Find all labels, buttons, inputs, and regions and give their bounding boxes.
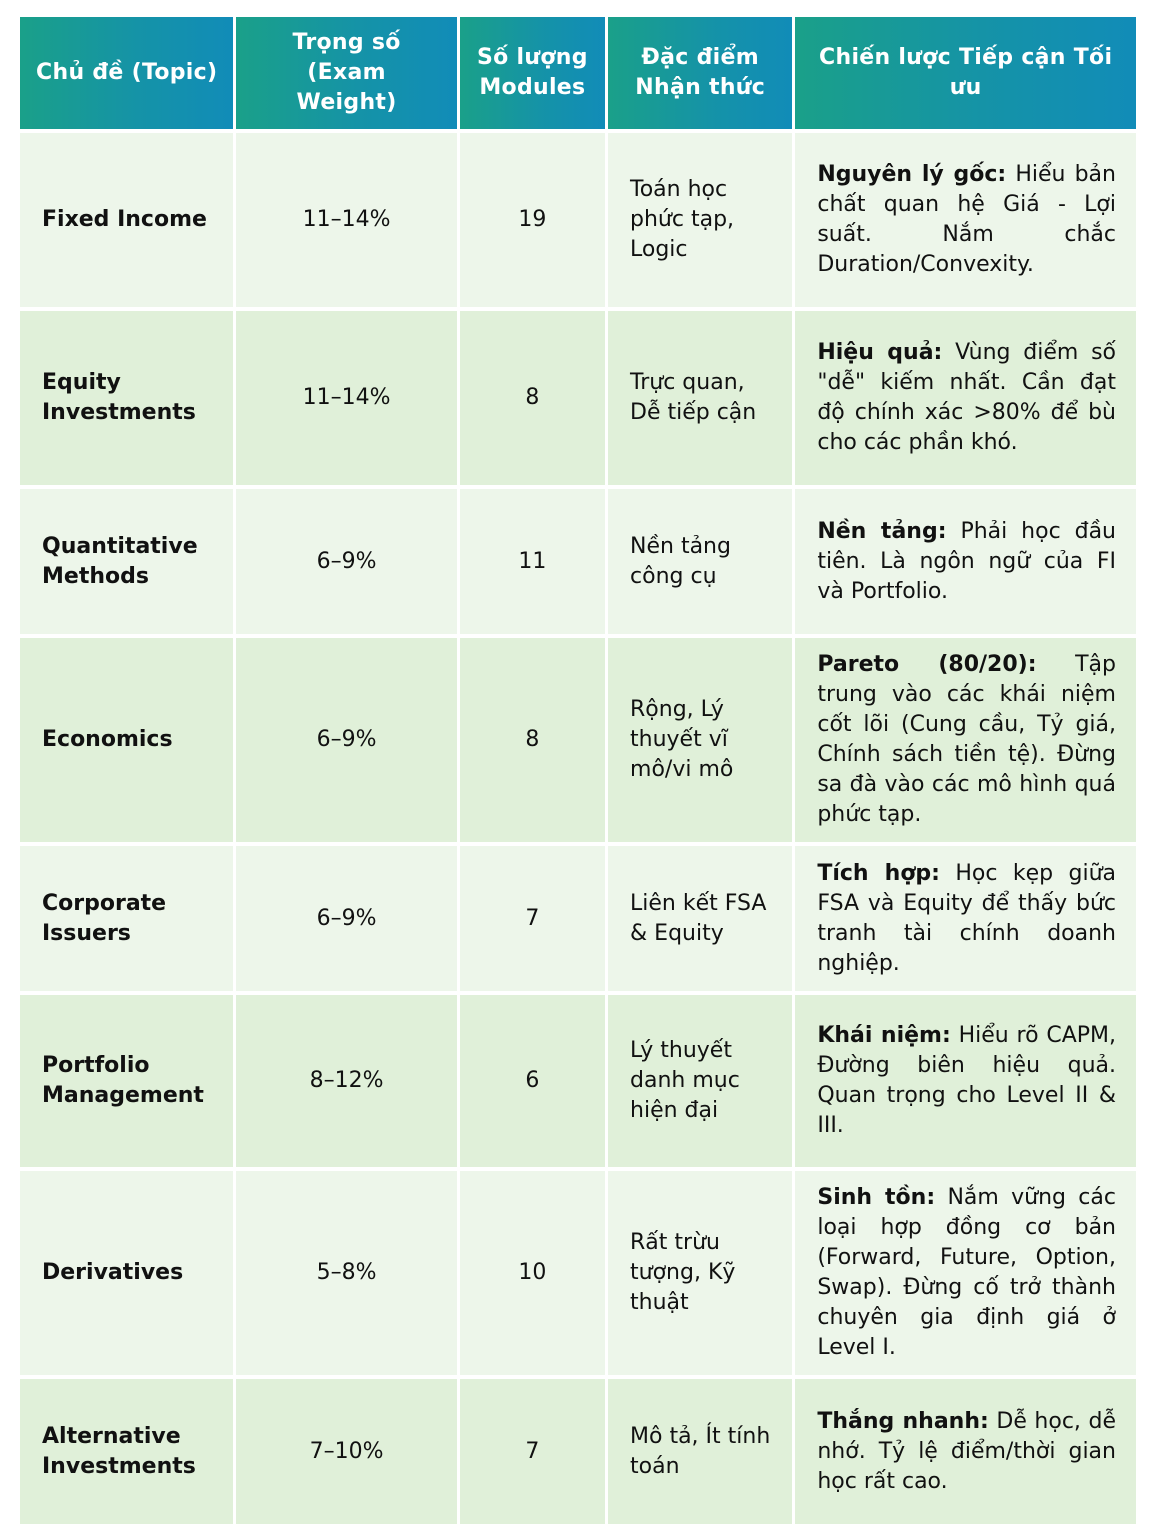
topic-cell: Alternative Investments [20, 1379, 234, 1524]
table-row: Equity Investments 11–14% 8 Trực quan, D… [20, 311, 1136, 485]
modules-cell: 8 [459, 311, 606, 485]
table-row: Portfolio Management 8–12% 6 Lý thuyết d… [20, 995, 1136, 1167]
modules-cell: 19 [459, 133, 606, 307]
strategy-lead: Pareto (80/20): [817, 652, 1037, 677]
strategy-cell: Pareto (80/20): Tập trung vào các khái n… [795, 638, 1136, 842]
strategy-lead: Tích hợp: [817, 860, 940, 886]
strategy-lead: Sinh tồn: [817, 1185, 936, 1210]
header-topic: Chủ đề (Topic) [20, 17, 234, 129]
topic-cell: Economics [20, 638, 234, 842]
strategy-cell: Khái niệm: Hiểu rõ CAPM, Đường biên hiệu… [795, 995, 1136, 1167]
modules-cell: 10 [459, 1171, 606, 1375]
strategy-text: Phải học đầu tiên. Là ngôn ngữ của FI và… [817, 518, 1116, 604]
topic-cell: Fixed Income [20, 133, 234, 307]
strategy-cell: Thắng nhanh: Dễ học, dễ nhớ. Tỷ lệ điểm/… [795, 1379, 1136, 1524]
table-row: Quantitative Methods 6–9% 11 Nền tảng cô… [20, 489, 1136, 634]
strategy-text: Hiểu rõ CAPM, Đường biên hiệu quả. Quan … [817, 1023, 1116, 1138]
strategy-lead: Thắng nhanh: [817, 1408, 989, 1434]
topic-strategy-table: Chủ đề (Topic) Trọng số (Exam Weight) Số… [17, 13, 1139, 1528]
strategy-text: Tập trung vào các khái niệm cốt lõi (Cun… [817, 652, 1116, 827]
strategy-cell: Nền tảng: Phải học đầu tiên. Là ngôn ngữ… [795, 489, 1136, 634]
traits-cell: Nền tảng công cụ [608, 489, 793, 634]
strategy-text: Vùng điểm số "dễ" kiếm nhất. Cần đạt độ … [817, 340, 1116, 455]
table-row: Corporate Issuers 6–9% 7 Liên kết FSA & … [20, 846, 1136, 991]
header-modules: Số lượng Modules [459, 17, 606, 129]
strategy-cell: Tích hợp: Học kẹp giữa FSA và Equity để … [795, 846, 1136, 991]
topic-cell: Corporate Issuers [20, 846, 234, 991]
traits-cell: Lý thuyết danh mục hiện đại [608, 995, 793, 1167]
strategy-lead: Hiệu quả: [817, 340, 943, 365]
topic-cell: Portfolio Management [20, 995, 234, 1167]
weight-cell: 7–10% [236, 1379, 457, 1524]
traits-cell: Toán học phức tạp, Logic [608, 133, 793, 307]
weight-cell: 11–14% [236, 311, 457, 485]
header-traits: Đặc điểm Nhận thức [608, 17, 793, 129]
header-weight: Trọng số (Exam Weight) [236, 17, 457, 129]
weight-cell: 6–9% [236, 638, 457, 842]
strategy-text: Nắm vững các loại hợp đồng cơ bản (Forwa… [817, 1185, 1116, 1360]
strategy-text: Hiểu bản chất quan hệ Giá - Lợi suất. Nắ… [817, 162, 1116, 277]
weight-cell: 8–12% [236, 995, 457, 1167]
weight-cell: 6–9% [236, 846, 457, 991]
weight-cell: 6–9% [236, 489, 457, 634]
traits-cell: Rất trừu tượng, Kỹ thuật [608, 1171, 793, 1375]
topic-table-container: Chủ đề (Topic) Trọng số (Exam Weight) Số… [20, 17, 1140, 1528]
table-row: Fixed Income 11–14% 19 Toán học phức tạp… [20, 133, 1136, 307]
modules-cell: 8 [459, 638, 606, 842]
topic-cell: Derivatives [20, 1171, 234, 1375]
weight-cell: 11–14% [236, 133, 457, 307]
traits-cell: Trực quan, Dễ tiếp cận [608, 311, 793, 485]
strategy-text: Học kẹp giữa FSA và Equity để thấy bức t… [817, 860, 1116, 976]
strategy-lead: Nguyên lý gốc: [817, 162, 1007, 187]
strategy-lead: Khái niệm: [817, 1023, 951, 1048]
table-row: Derivatives 5–8% 10 Rất trừu tượng, Kỹ t… [20, 1171, 1136, 1375]
traits-cell: Liên kết FSA & Equity [608, 846, 793, 991]
modules-cell: 11 [459, 489, 606, 634]
table-row: Economics 6–9% 8 Rộng, Lý thuyết vĩ mô/v… [20, 638, 1136, 842]
topic-cell: Equity Investments [20, 311, 234, 485]
modules-cell: 7 [459, 846, 606, 991]
strategy-lead: Nền tảng: [817, 518, 947, 544]
table-row: Alternative Investments 7–10% 7 Mô tả, Í… [20, 1379, 1136, 1524]
modules-cell: 7 [459, 1379, 606, 1524]
strategy-cell: Hiệu quả: Vùng điểm số "dễ" kiếm nhất. C… [795, 311, 1136, 485]
traits-cell: Rộng, Lý thuyết vĩ mô/vi mô [608, 638, 793, 842]
header-row: Chủ đề (Topic) Trọng số (Exam Weight) Số… [20, 17, 1136, 129]
strategy-cell: Sinh tồn: Nắm vững các loại hợp đồng cơ … [795, 1171, 1136, 1375]
strategy-text: Dễ học, dễ nhớ. Tỷ lệ điểm/thời gian học… [817, 1408, 1116, 1494]
weight-cell: 5–8% [236, 1171, 457, 1375]
header-strategy: Chiến lược Tiếp cận Tối ưu [795, 17, 1136, 129]
modules-cell: 6 [459, 995, 606, 1167]
strategy-cell: Nguyên lý gốc: Hiểu bản chất quan hệ Giá… [795, 133, 1136, 307]
traits-cell: Mô tả, Ít tính toán [608, 1379, 793, 1524]
topic-cell: Quantitative Methods [20, 489, 234, 634]
